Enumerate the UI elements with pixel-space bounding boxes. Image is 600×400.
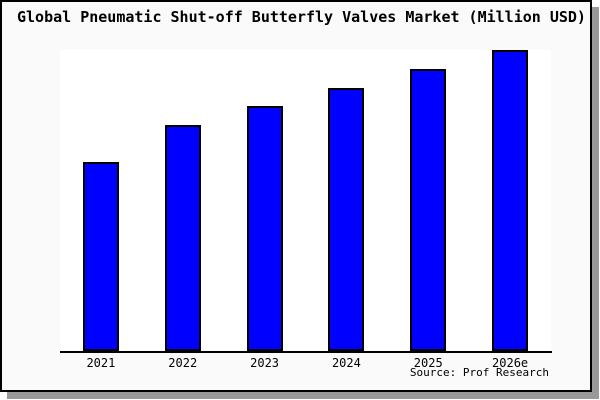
x-tick-label-2024: 2024 [331, 356, 361, 370]
chart-title: Global Pneumatic Shut-off Butterfly Valv… [17, 8, 586, 26]
x-tick-label-2022: 2022 [168, 356, 198, 370]
x-tick-label-2021: 2021 [86, 356, 116, 370]
bar-2021 [82, 162, 119, 351]
bar-2023 [246, 106, 283, 351]
source-note: Source: Prof Research [409, 366, 549, 379]
x-axis-ticks: 2021 2022 2023 2024 2025 2026e [60, 356, 551, 371]
bar-2025 [410, 69, 447, 351]
plot-area [60, 50, 551, 351]
bar-2026e [492, 50, 529, 351]
bar-2022 [164, 125, 201, 351]
x-tick-label-2025: 2025 [413, 356, 443, 370]
x-tick-label-2026e: 2026e [492, 356, 529, 370]
chart-frame: Global Pneumatic Shut-off Butterfly Valv… [0, 0, 592, 392]
x-tick-label-2023: 2023 [250, 356, 280, 370]
bar-2024 [328, 88, 365, 351]
x-axis-line [60, 351, 552, 353]
